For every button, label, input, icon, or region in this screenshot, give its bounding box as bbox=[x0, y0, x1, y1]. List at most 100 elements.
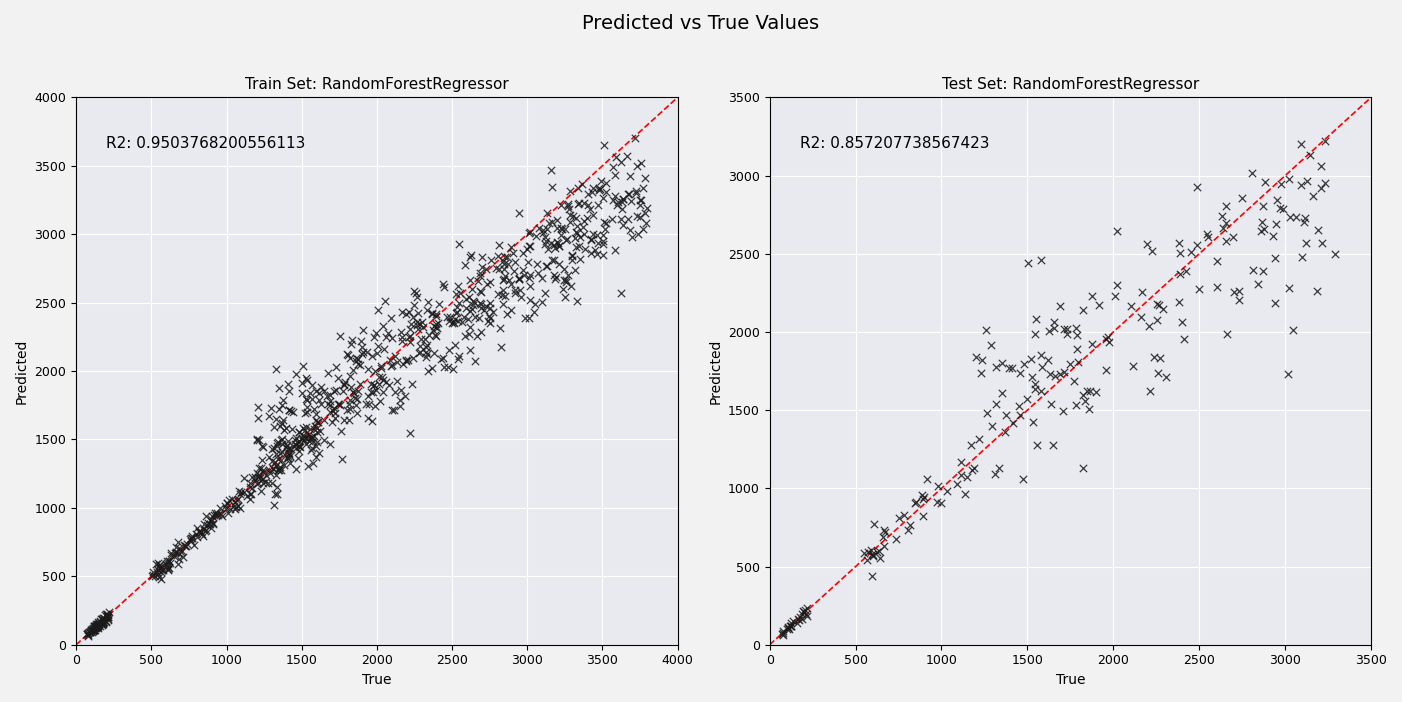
Point bbox=[206, 507, 229, 518]
Point bbox=[195, 510, 217, 522]
Point bbox=[373, 344, 395, 355]
Point bbox=[555, 234, 578, 246]
Point bbox=[1246, 279, 1269, 290]
Point bbox=[273, 425, 296, 436]
Point bbox=[475, 300, 498, 311]
Point bbox=[313, 414, 335, 425]
Point bbox=[1073, 390, 1095, 401]
Point bbox=[86, 622, 108, 633]
Point bbox=[199, 522, 222, 534]
Point bbox=[77, 626, 100, 637]
Point bbox=[167, 547, 189, 558]
Point bbox=[324, 384, 346, 395]
Point bbox=[558, 185, 580, 197]
Point bbox=[1294, 212, 1316, 223]
Point bbox=[513, 312, 536, 324]
Point bbox=[142, 569, 164, 581]
Point bbox=[346, 407, 369, 418]
Point bbox=[1168, 296, 1190, 307]
Point bbox=[862, 550, 885, 562]
Point bbox=[425, 330, 447, 341]
Point bbox=[233, 472, 255, 484]
Point bbox=[852, 547, 875, 558]
Point bbox=[339, 394, 362, 405]
Point bbox=[1145, 299, 1168, 310]
Point bbox=[477, 316, 499, 327]
Point bbox=[285, 368, 307, 379]
Point bbox=[268, 403, 290, 414]
Point bbox=[266, 440, 289, 451]
Point bbox=[457, 291, 479, 302]
Point bbox=[271, 438, 293, 449]
Point bbox=[446, 307, 468, 318]
Point bbox=[592, 230, 614, 241]
Point bbox=[77, 627, 100, 638]
Point bbox=[990, 357, 1012, 368]
Point bbox=[1251, 225, 1273, 237]
Point bbox=[390, 331, 412, 343]
Point bbox=[349, 378, 372, 390]
Point bbox=[530, 297, 552, 308]
Point bbox=[374, 377, 397, 388]
Point bbox=[603, 161, 625, 173]
Point bbox=[388, 394, 411, 405]
Point bbox=[1053, 366, 1075, 378]
Point bbox=[230, 489, 252, 500]
Point bbox=[1290, 138, 1312, 150]
Point bbox=[606, 199, 628, 211]
Point bbox=[517, 272, 540, 284]
Point bbox=[310, 398, 332, 409]
Point bbox=[164, 548, 186, 559]
Point bbox=[245, 478, 268, 489]
Point bbox=[278, 404, 300, 416]
Point bbox=[91, 618, 114, 630]
Point bbox=[976, 408, 998, 419]
Point bbox=[324, 408, 346, 419]
Point bbox=[1206, 282, 1228, 293]
Point bbox=[857, 547, 879, 558]
Point bbox=[209, 503, 231, 514]
Point bbox=[290, 434, 313, 445]
Point bbox=[976, 324, 998, 336]
Point bbox=[86, 621, 108, 632]
Point bbox=[272, 415, 294, 426]
Point bbox=[566, 199, 589, 210]
Point bbox=[551, 284, 573, 295]
Point bbox=[216, 498, 238, 509]
Point bbox=[334, 380, 356, 391]
Point bbox=[402, 300, 425, 311]
Point bbox=[416, 365, 439, 376]
Point bbox=[182, 540, 205, 551]
Point bbox=[777, 622, 799, 633]
Point bbox=[265, 489, 287, 500]
Point bbox=[97, 614, 119, 625]
Point bbox=[77, 627, 100, 638]
Point bbox=[460, 250, 482, 261]
Point bbox=[86, 622, 108, 633]
Point bbox=[167, 554, 189, 565]
Point bbox=[202, 510, 224, 522]
Point bbox=[259, 403, 282, 414]
Point bbox=[1080, 385, 1102, 397]
Point bbox=[292, 361, 314, 372]
Point bbox=[358, 412, 380, 423]
Point bbox=[517, 227, 540, 238]
Point bbox=[618, 225, 641, 236]
Point bbox=[1252, 201, 1274, 212]
Point bbox=[306, 416, 328, 428]
Point bbox=[949, 470, 972, 481]
Point bbox=[585, 244, 607, 256]
Point bbox=[421, 308, 443, 319]
Point bbox=[296, 394, 318, 405]
Point bbox=[86, 618, 108, 630]
Point bbox=[780, 620, 802, 631]
Point bbox=[795, 609, 817, 620]
Point bbox=[356, 363, 379, 374]
Point bbox=[425, 322, 447, 333]
Point bbox=[287, 440, 310, 451]
Point bbox=[1096, 331, 1119, 343]
Point bbox=[437, 344, 460, 355]
Point bbox=[508, 273, 530, 284]
Point bbox=[149, 564, 171, 575]
Point bbox=[147, 564, 170, 576]
